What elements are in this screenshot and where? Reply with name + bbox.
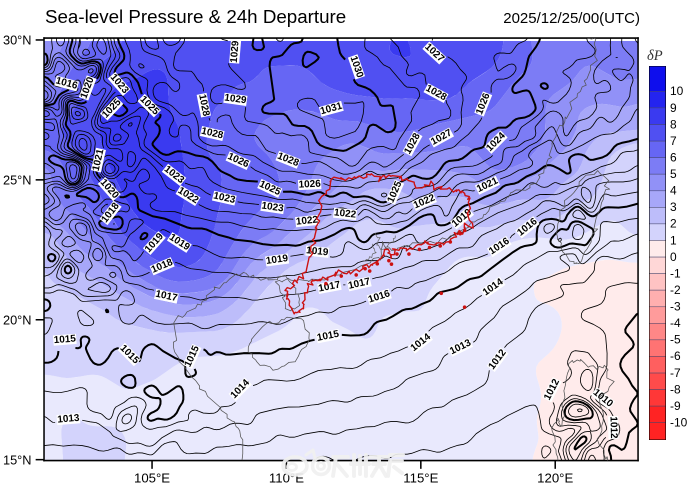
svg-text:-2: -2 [670, 283, 681, 297]
svg-text:1: 1 [670, 233, 677, 247]
svg-text:115°E: 115°E [403, 471, 438, 483]
svg-text:105°E: 105°E [134, 471, 170, 483]
svg-text:15°N: 15°N [3, 452, 32, 467]
svg-text:1017: 1017 [154, 289, 178, 304]
svg-text:7: 7 [670, 134, 677, 148]
svg-text:-8: -8 [670, 382, 681, 396]
svg-text:25°N: 25°N [3, 172, 32, 187]
svg-text:2025/12/25/00(UTC): 2025/12/25/00(UTC) [503, 10, 640, 27]
svg-text:10: 10 [670, 84, 684, 98]
svg-text:1026: 1026 [298, 179, 321, 191]
svg-text:δP: δP [647, 48, 663, 64]
svg-text:-6: -6 [670, 349, 681, 363]
svg-text:1017: 1017 [318, 279, 342, 294]
svg-text:1012: 1012 [608, 416, 619, 439]
svg-text:1022: 1022 [333, 207, 357, 220]
svg-text:-10: -10 [670, 416, 688, 430]
svg-text:9: 9 [670, 101, 677, 115]
svg-text:6: 6 [670, 150, 677, 164]
svg-text:3: 3 [670, 200, 677, 214]
svg-text:8: 8 [670, 117, 677, 131]
svg-text:1019: 1019 [265, 253, 289, 267]
svg-text:1016: 1016 [54, 75, 79, 92]
svg-text:-5: -5 [670, 333, 681, 347]
svg-text:1023: 1023 [212, 190, 237, 206]
svg-text:1028: 1028 [196, 93, 211, 117]
svg-text:0: 0 [670, 250, 677, 264]
svg-text:1023: 1023 [261, 200, 285, 214]
svg-text:1029: 1029 [224, 92, 248, 106]
svg-text:Sea-level Pressure & 24h Depar: Sea-level Pressure & 24h Departure [45, 6, 346, 27]
svg-text:-3: -3 [670, 300, 681, 314]
svg-text:1021: 1021 [91, 148, 107, 173]
svg-text:2: 2 [670, 217, 677, 231]
svg-text:1022: 1022 [295, 214, 319, 227]
svg-text:-7: -7 [670, 366, 681, 380]
svg-text:5: 5 [670, 167, 677, 181]
svg-text:1028: 1028 [200, 126, 225, 142]
svg-text:1015: 1015 [53, 333, 76, 346]
svg-text:1029: 1029 [229, 40, 242, 63]
svg-text:4: 4 [670, 184, 677, 198]
svg-text:1017: 1017 [347, 276, 372, 292]
svg-text:30°N: 30°N [3, 33, 32, 48]
svg-text:20°N: 20°N [3, 312, 32, 327]
svg-text:-4: -4 [670, 316, 681, 330]
svg-text:1015: 1015 [316, 329, 340, 344]
svg-text:-9: -9 [670, 399, 681, 413]
svg-text:-1: -1 [670, 266, 681, 280]
svg-text:120°E: 120°E [537, 471, 573, 483]
svg-text:1013: 1013 [57, 413, 81, 426]
